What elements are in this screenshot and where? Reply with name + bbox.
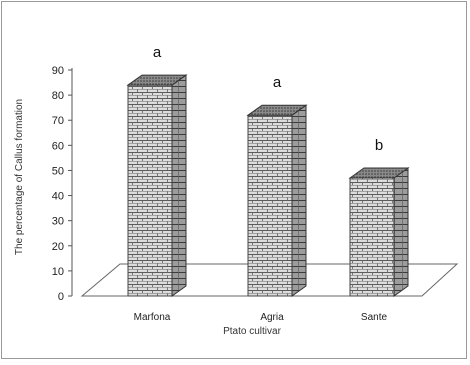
- chart-floor-outline: [80, 263, 459, 297]
- bar-front: [349, 177, 395, 297]
- bar-agria: [246, 104, 308, 297]
- x-axis-labels: Marfona Agria Sante: [134, 312, 388, 323]
- y-tick-label: 80: [52, 90, 64, 102]
- bar-front: [127, 84, 173, 297]
- x-tick-label: Sante: [361, 312, 388, 323]
- y-tick-label: 90: [52, 65, 64, 77]
- x-tick-label: Marfona: [134, 312, 171, 323]
- significance-letter: a: [153, 44, 162, 61]
- significance-letter: a: [273, 74, 282, 91]
- bar-top: [348, 167, 410, 179]
- chart-floor: [80, 263, 459, 297]
- bar-marfona: [126, 74, 188, 297]
- bar-front: [247, 114, 293, 297]
- significance-letter: b: [375, 137, 383, 154]
- y-tick-label: 0: [58, 291, 64, 303]
- y-tick-label: 20: [52, 241, 64, 253]
- chart-frame: The percentage of Callus formation Ptato…: [1, 1, 467, 359]
- bar-sante: [348, 167, 410, 297]
- y-axis-ticks: 0 10 20 30 40 50 60 70 80 90: [52, 65, 72, 303]
- y-tick-label: 30: [52, 216, 64, 228]
- bar-side: [171, 74, 187, 297]
- x-tick-label: Agria: [260, 312, 284, 323]
- bars: [126, 74, 410, 297]
- x-axis-title: Ptato cultivar: [223, 326, 281, 337]
- bar-top: [126, 74, 188, 86]
- y-axis-title: The percentage of Callus formation: [14, 99, 25, 255]
- y-tick-label: 60: [52, 140, 64, 152]
- y-tick-label: 50: [52, 165, 64, 177]
- bar-side: [291, 104, 307, 297]
- bar-side: [393, 167, 409, 297]
- chart: The percentage of Callus formation Ptato…: [14, 44, 459, 337]
- y-tick-label: 40: [52, 191, 64, 203]
- bar-top: [246, 104, 308, 116]
- significance-letters: a a b: [153, 44, 383, 154]
- y-tick-label: 70: [52, 115, 64, 127]
- y-tick-label: 10: [52, 266, 64, 278]
